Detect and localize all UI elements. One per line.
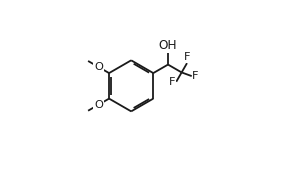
Text: O: O bbox=[94, 99, 103, 109]
Text: F: F bbox=[184, 53, 190, 63]
Text: F: F bbox=[169, 77, 176, 87]
Text: F: F bbox=[192, 71, 199, 81]
Text: O: O bbox=[94, 62, 103, 72]
Text: OH: OH bbox=[159, 39, 177, 52]
